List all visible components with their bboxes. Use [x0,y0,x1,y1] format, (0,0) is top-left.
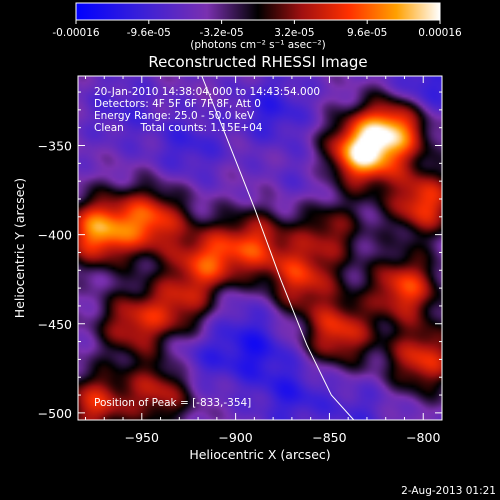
y-tick-label: −500 [38,406,72,421]
colorbar-tick-label: 3.2e-05 [274,27,314,39]
y-tick-label: −450 [38,317,72,332]
heatmap-image [78,76,442,420]
info-clean: Clean Total counts: 1.15E+04 [94,122,263,134]
y-axis-label: Heliocentric Y (arcsec) [12,178,27,318]
y-tick-label: −400 [38,228,72,243]
colorbar-tick-label: -9.6e-05 [127,27,171,39]
x-tick-label: −800 [406,430,440,445]
y-tick-label: −350 [38,139,72,154]
colorbar-tick-label: 0.00016 [418,27,462,39]
info-detectors: Detectors: 4F 5F 6F 7F 8F, Att 0 [94,98,261,110]
info-time: 20-Jan-2010 14:38:04.000 to 14:43:54.000 [94,86,321,98]
colorbar-units: (photons cm⁻² s⁻¹ asec⁻²) [190,39,325,51]
colorbar-ticks: -0.00016 -9.6e-05 -3.2e-05 3.2e-05 9.6e-05 0.… [52,20,462,39]
colorbar [75,2,441,21]
chart-title: Reconstructed RHESSI Image [148,53,367,71]
x-tick-label: −850 [312,430,346,445]
info-energy: Energy Range: 25.0 - 50.0 keV [94,110,255,122]
y-axis-ticks: −350 −400 −450 −500 [38,91,442,421]
timestamp: 2-Aug-2013 01:21 [401,485,496,497]
colorbar-tick-label: -3.2e-05 [200,27,244,39]
x-tick-label: −950 [125,430,159,445]
peak-position-text: Position of Peak = [-833,-354] [94,397,252,409]
x-axis-label: Heliocentric X (arcsec) [189,447,330,462]
solar-limb-curve [201,76,355,420]
colorbar-tick-label: -0.00016 [52,27,100,39]
colorbar-tick-label: 9.6e-05 [347,27,387,39]
x-tick-label: −900 [218,430,252,445]
x-axis-ticks: −950 −900 −850 −800 [85,76,443,445]
plot-frame [77,75,443,421]
info-block: 20-Jan-2010 14:38:04.000 to 14:43:54.000… [94,86,320,134]
